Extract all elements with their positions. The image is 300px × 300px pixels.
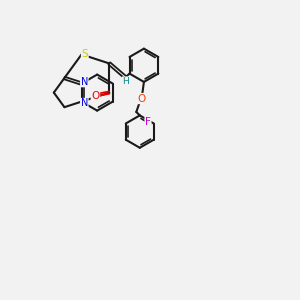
Text: H: H bbox=[122, 77, 129, 86]
Text: O: O bbox=[91, 91, 100, 100]
Text: N: N bbox=[81, 98, 88, 109]
Text: O: O bbox=[137, 94, 146, 103]
Text: N: N bbox=[81, 77, 88, 87]
Text: F: F bbox=[145, 117, 151, 127]
Text: S: S bbox=[82, 50, 88, 59]
